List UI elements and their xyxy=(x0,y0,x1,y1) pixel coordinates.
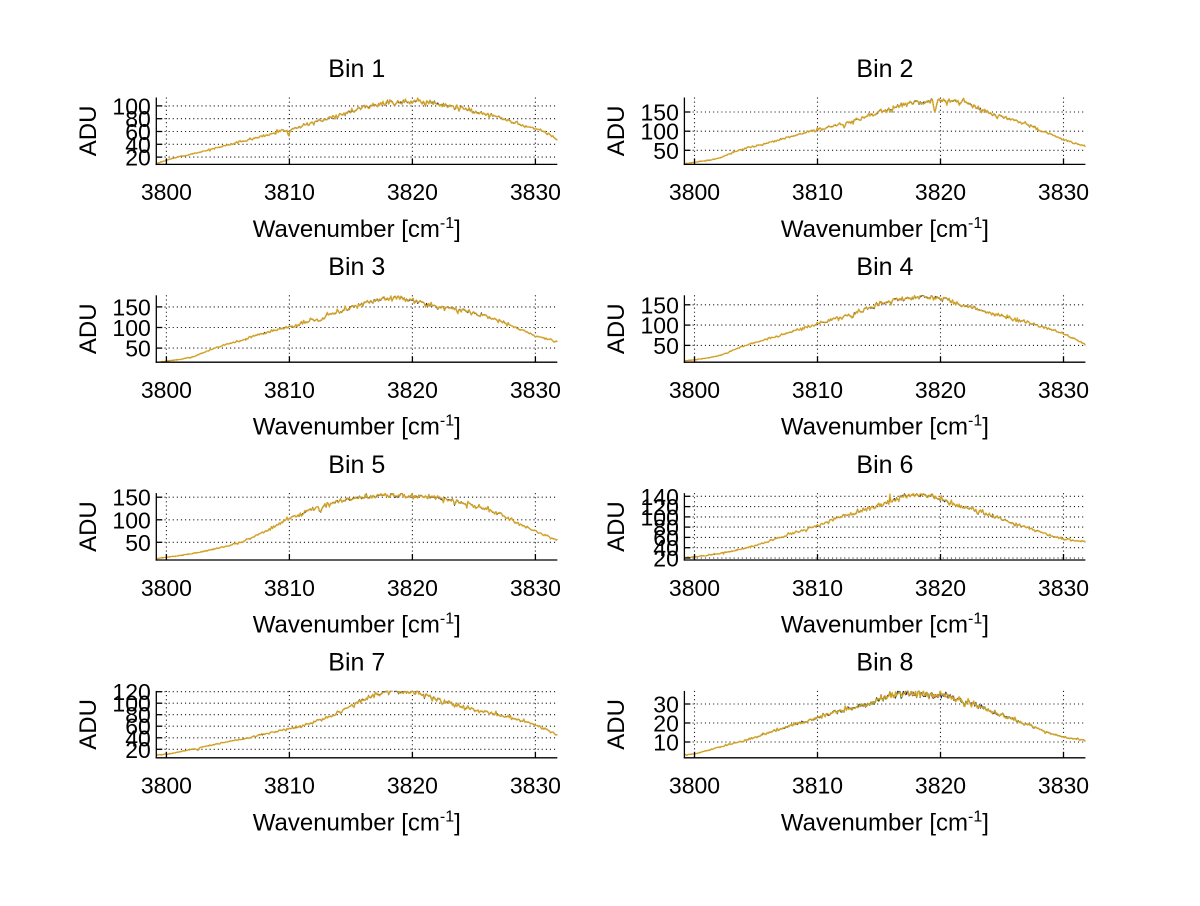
svg-text:Wavenumber [cm-1]: Wavenumber [cm-1] xyxy=(253,413,461,441)
svg-text:30: 30 xyxy=(653,692,679,718)
svg-text:50: 50 xyxy=(125,336,151,362)
svg-text:Bin 1: Bin 1 xyxy=(328,55,385,83)
svg-text:3810: 3810 xyxy=(792,773,843,799)
svg-text:3820: 3820 xyxy=(915,773,966,799)
svg-text:100: 100 xyxy=(641,119,679,145)
svg-text:100: 100 xyxy=(641,313,679,339)
svg-text:Wavenumber [cm-1]: Wavenumber [cm-1] xyxy=(253,808,461,836)
svg-text:100: 100 xyxy=(641,504,679,530)
svg-text:40: 40 xyxy=(125,132,151,158)
svg-text:3800: 3800 xyxy=(669,575,720,601)
svg-text:3800: 3800 xyxy=(669,377,720,403)
svg-text:3810: 3810 xyxy=(792,575,843,601)
svg-text:150: 150 xyxy=(112,294,150,320)
svg-text:ADU: ADU xyxy=(603,303,630,354)
svg-text:ADU: ADU xyxy=(603,106,630,157)
svg-text:60: 60 xyxy=(125,714,151,740)
svg-text:150: 150 xyxy=(641,100,679,126)
svg-text:3800: 3800 xyxy=(141,179,192,205)
svg-text:100: 100 xyxy=(112,691,150,717)
svg-text:ADU: ADU xyxy=(603,699,630,750)
svg-text:Bin 5: Bin 5 xyxy=(328,451,385,479)
svg-text:80: 80 xyxy=(125,106,151,132)
svg-text:Bin 8: Bin 8 xyxy=(856,649,913,677)
svg-text:3830: 3830 xyxy=(510,773,561,799)
svg-text:150: 150 xyxy=(641,292,679,318)
svg-text:3820: 3820 xyxy=(915,377,966,403)
svg-text:20: 20 xyxy=(653,546,679,572)
svg-text:Bin 7: Bin 7 xyxy=(328,649,385,677)
svg-text:ADU: ADU xyxy=(75,106,102,157)
svg-text:40: 40 xyxy=(125,725,151,751)
svg-text:20: 20 xyxy=(653,711,679,737)
svg-text:ADU: ADU xyxy=(75,501,102,552)
svg-text:3810: 3810 xyxy=(264,773,315,799)
svg-text:Bin 6: Bin 6 xyxy=(856,451,913,479)
svg-text:Bin 4: Bin 4 xyxy=(856,253,913,281)
svg-text:3820: 3820 xyxy=(387,179,438,205)
svg-text:3820: 3820 xyxy=(915,179,966,205)
svg-text:100: 100 xyxy=(112,315,150,341)
svg-text:140: 140 xyxy=(641,484,679,510)
svg-text:Bin 2: Bin 2 xyxy=(856,55,913,83)
svg-text:20: 20 xyxy=(125,737,151,763)
svg-text:3800: 3800 xyxy=(141,773,192,799)
svg-text:3810: 3810 xyxy=(792,179,843,205)
svg-text:Wavenumber [cm-1]: Wavenumber [cm-1] xyxy=(253,215,461,243)
svg-text:20: 20 xyxy=(125,145,151,171)
svg-text:3800: 3800 xyxy=(669,179,720,205)
svg-text:3820: 3820 xyxy=(915,575,966,601)
svg-text:80: 80 xyxy=(653,515,679,541)
svg-text:3810: 3810 xyxy=(264,179,315,205)
svg-text:Wavenumber [cm-1]: Wavenumber [cm-1] xyxy=(781,215,989,243)
svg-text:Wavenumber [cm-1]: Wavenumber [cm-1] xyxy=(253,611,461,639)
svg-text:ADU: ADU xyxy=(75,303,102,354)
svg-text:120: 120 xyxy=(641,494,679,520)
svg-text:3820: 3820 xyxy=(387,575,438,601)
svg-text:3830: 3830 xyxy=(510,377,561,403)
svg-text:40: 40 xyxy=(653,535,679,561)
svg-text:3800: 3800 xyxy=(141,575,192,601)
svg-text:ADU: ADU xyxy=(75,699,102,750)
svg-text:ADU: ADU xyxy=(603,501,630,552)
svg-text:50: 50 xyxy=(653,333,679,359)
svg-text:3830: 3830 xyxy=(1038,377,1089,403)
svg-text:3830: 3830 xyxy=(1038,575,1089,601)
svg-text:Wavenumber [cm-1]: Wavenumber [cm-1] xyxy=(781,611,989,639)
svg-text:Bin 3: Bin 3 xyxy=(328,253,385,281)
svg-text:3800: 3800 xyxy=(669,773,720,799)
svg-text:60: 60 xyxy=(653,525,679,551)
svg-text:10: 10 xyxy=(653,730,679,756)
svg-text:3810: 3810 xyxy=(264,377,315,403)
svg-text:3830: 3830 xyxy=(1038,773,1089,799)
svg-text:120: 120 xyxy=(112,679,150,705)
svg-text:3820: 3820 xyxy=(387,773,438,799)
svg-text:60: 60 xyxy=(125,119,151,145)
svg-text:3830: 3830 xyxy=(1038,179,1089,205)
svg-text:3810: 3810 xyxy=(792,377,843,403)
svg-text:50: 50 xyxy=(653,138,679,164)
svg-text:Wavenumber [cm-1]: Wavenumber [cm-1] xyxy=(781,808,989,836)
svg-text:3820: 3820 xyxy=(387,377,438,403)
svg-text:150: 150 xyxy=(112,485,150,511)
svg-text:3830: 3830 xyxy=(510,179,561,205)
svg-text:100: 100 xyxy=(112,93,150,119)
svg-text:3800: 3800 xyxy=(141,377,192,403)
svg-text:100: 100 xyxy=(112,507,150,533)
svg-text:3830: 3830 xyxy=(510,575,561,601)
svg-text:50: 50 xyxy=(125,530,151,556)
svg-text:3810: 3810 xyxy=(264,575,315,601)
svg-text:80: 80 xyxy=(125,702,151,728)
svg-text:Wavenumber [cm-1]: Wavenumber [cm-1] xyxy=(781,413,989,441)
